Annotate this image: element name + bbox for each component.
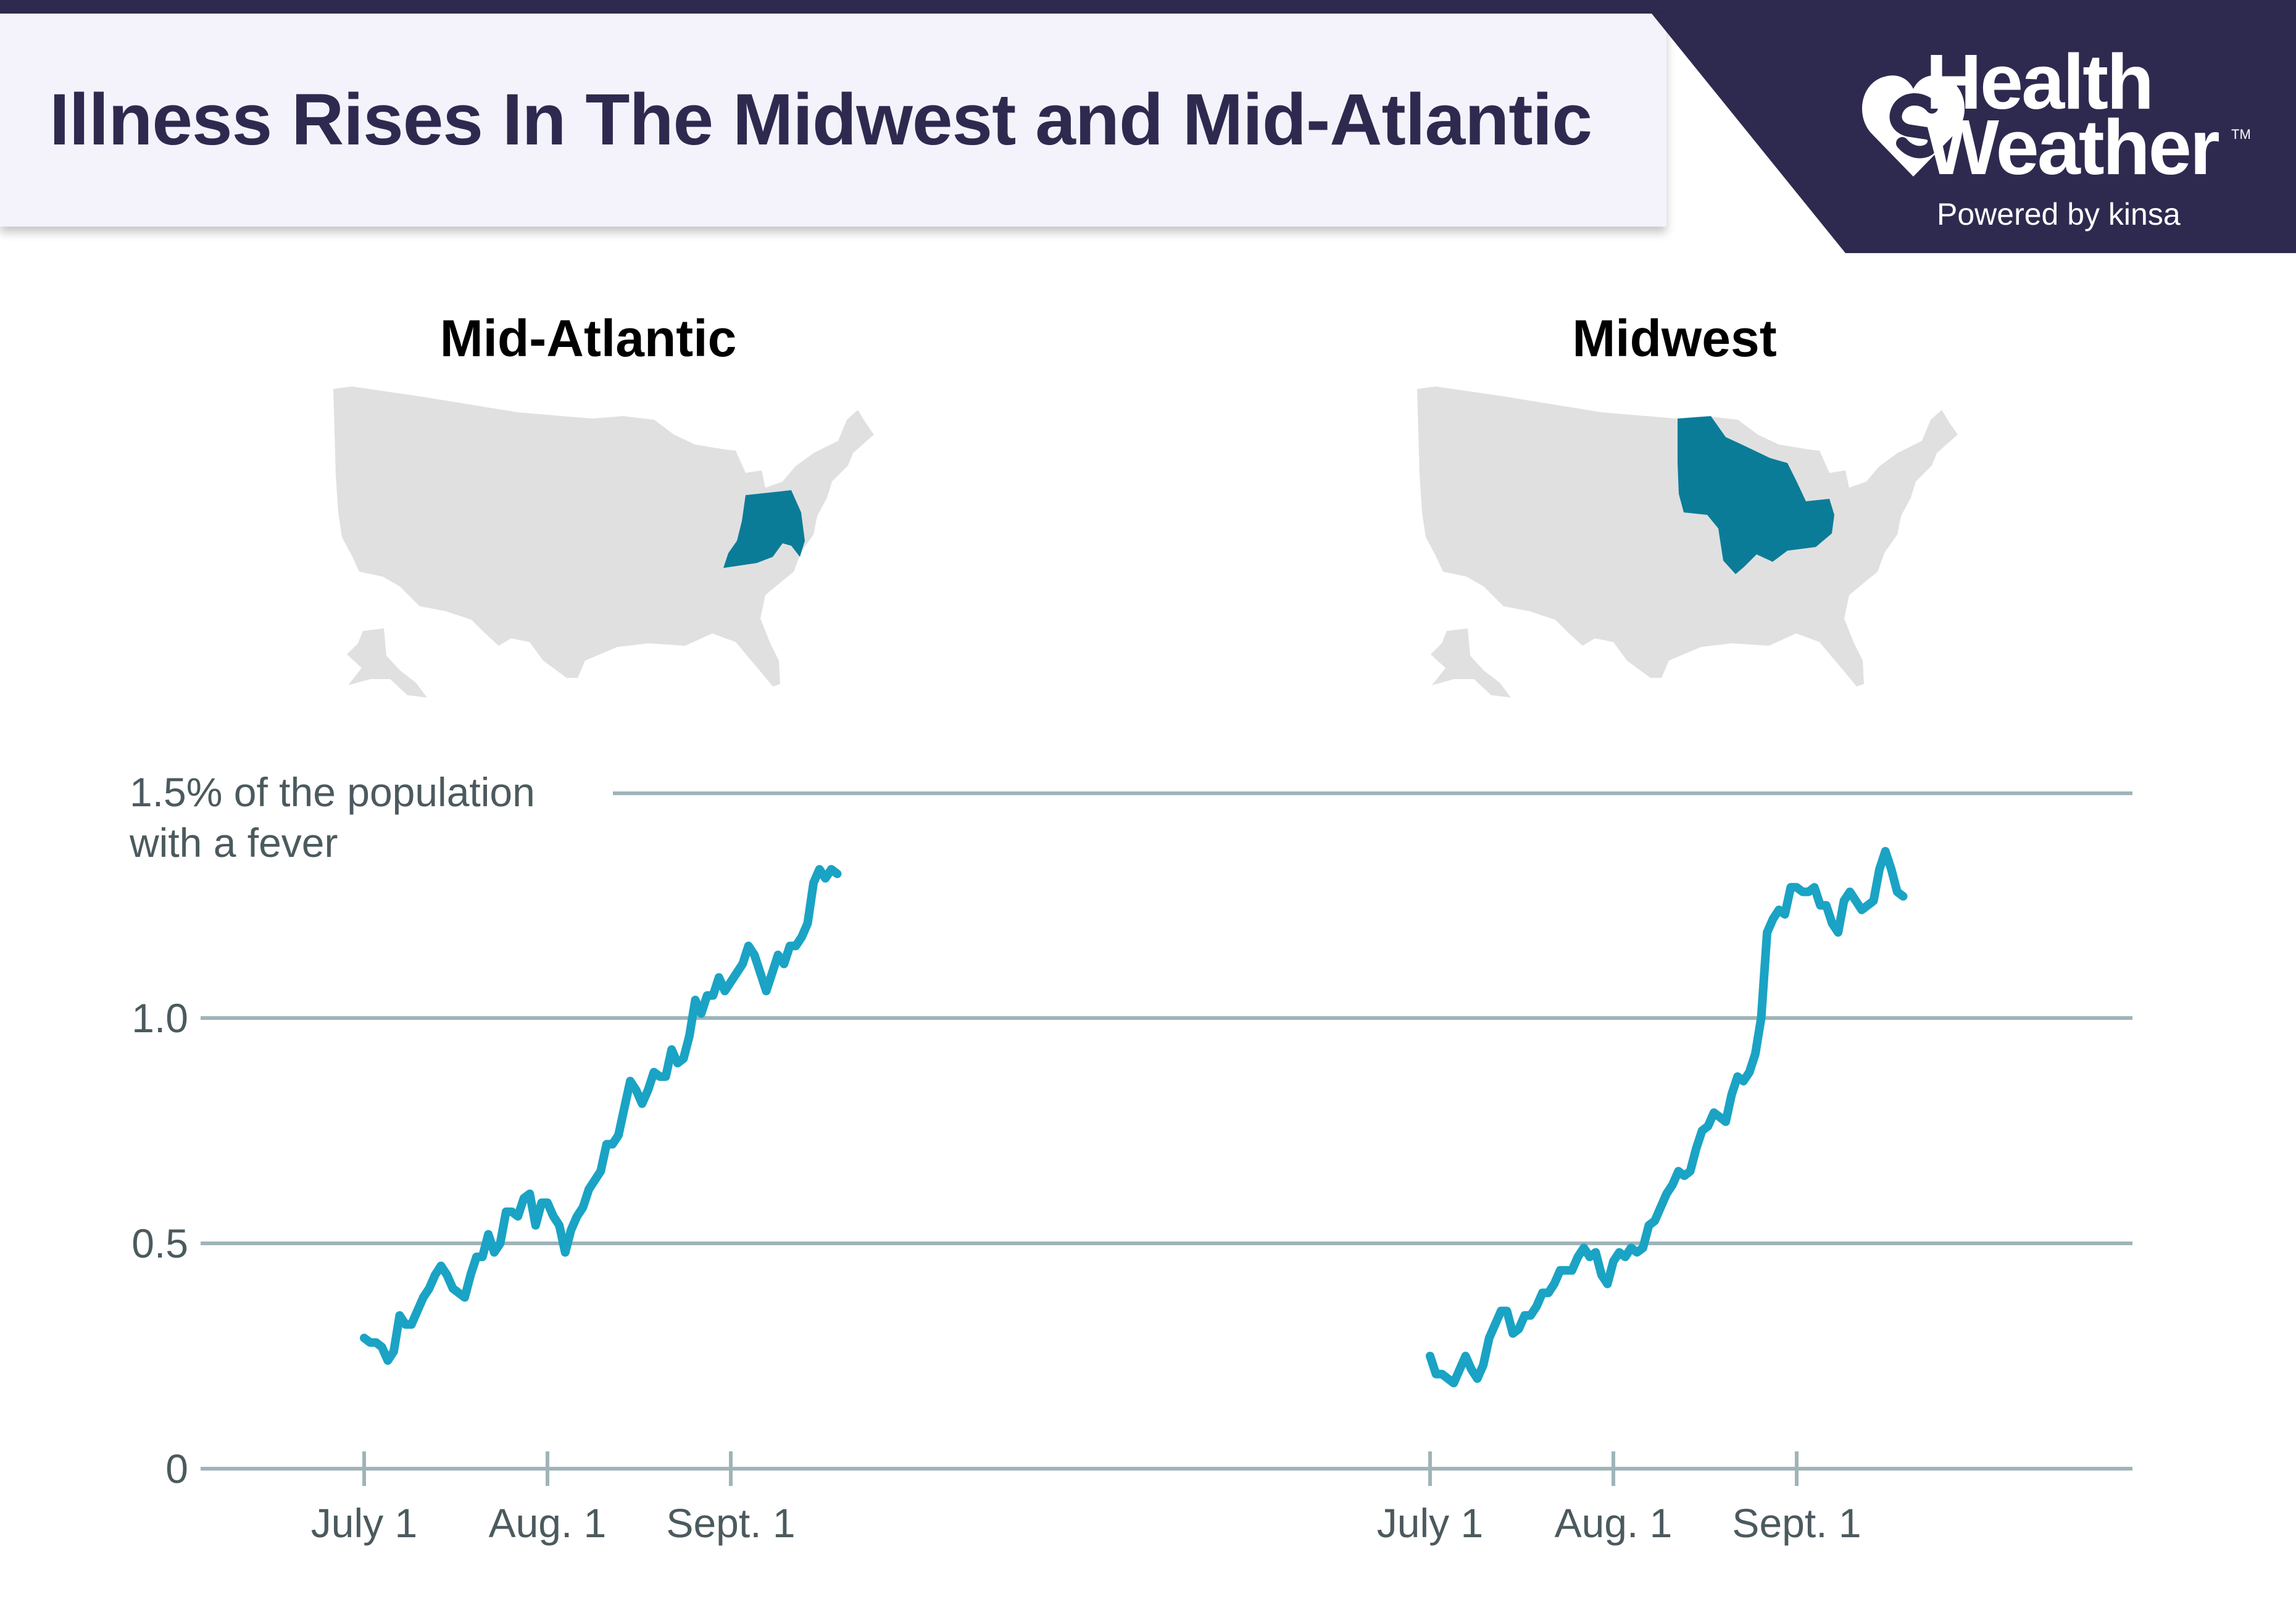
- mid-atlantic-x-axis: July 1 Aug. 1 Sept. 1: [311, 1451, 796, 1546]
- title-banner: [0, 14, 1666, 227]
- midwest-title: Midwest: [1572, 309, 1777, 367]
- y-axis-labels: 1.0 0.5 0 1.5% of the population with a …: [129, 769, 535, 1492]
- mid-atlantic-series-line: [360, 865, 842, 1365]
- x-tick-label: Sept. 1: [1732, 1500, 1861, 1546]
- x-tick-label: Sept. 1: [666, 1500, 795, 1546]
- powered-by-label: Powered by kinsa: [1937, 197, 2181, 232]
- y-top-label-line2: with a fever: [129, 820, 338, 866]
- mid-atlantic-map: [333, 386, 874, 698]
- y-tick-label: 0: [165, 1446, 188, 1492]
- mid-atlantic-title: Mid-Atlantic: [439, 309, 737, 367]
- brand-background: [1652, 14, 2296, 253]
- brand-line-health: Health: [1926, 38, 2154, 125]
- x-tick-label: Aug. 1: [489, 1500, 607, 1546]
- brand-wordmark: Health Weather TM: [1926, 38, 2251, 191]
- midwest-region: [1678, 416, 1834, 574]
- brand-line-weather: Weather: [1926, 104, 2220, 191]
- x-tick-label: Aug. 1: [1555, 1500, 1673, 1546]
- grid-lines: [201, 791, 2132, 1471]
- top-stripe: [0, 0, 2296, 14]
- midwest-x-axis: July 1 Aug. 1 Sept. 1: [1377, 1451, 1861, 1546]
- brand-panel: [1652, 14, 2296, 253]
- y-tick-label: 1.0: [131, 995, 188, 1041]
- x-tick-label: July 1: [311, 1500, 417, 1546]
- trademark-mark: TM: [2231, 127, 2251, 142]
- page-title: Illness Rises In The Midwest and Mid-Atl…: [49, 79, 1592, 161]
- mid-atlantic-region: [723, 490, 805, 568]
- x-tick-label: July 1: [1377, 1500, 1483, 1546]
- heart-logo-icon: [1861, 75, 1965, 177]
- midwest-series-line: [1426, 846, 1908, 1388]
- midwest-map: [1417, 386, 1958, 698]
- y-top-label-line1: 1.5% of the population: [130, 769, 535, 815]
- y-tick-label: 0.5: [131, 1221, 188, 1266]
